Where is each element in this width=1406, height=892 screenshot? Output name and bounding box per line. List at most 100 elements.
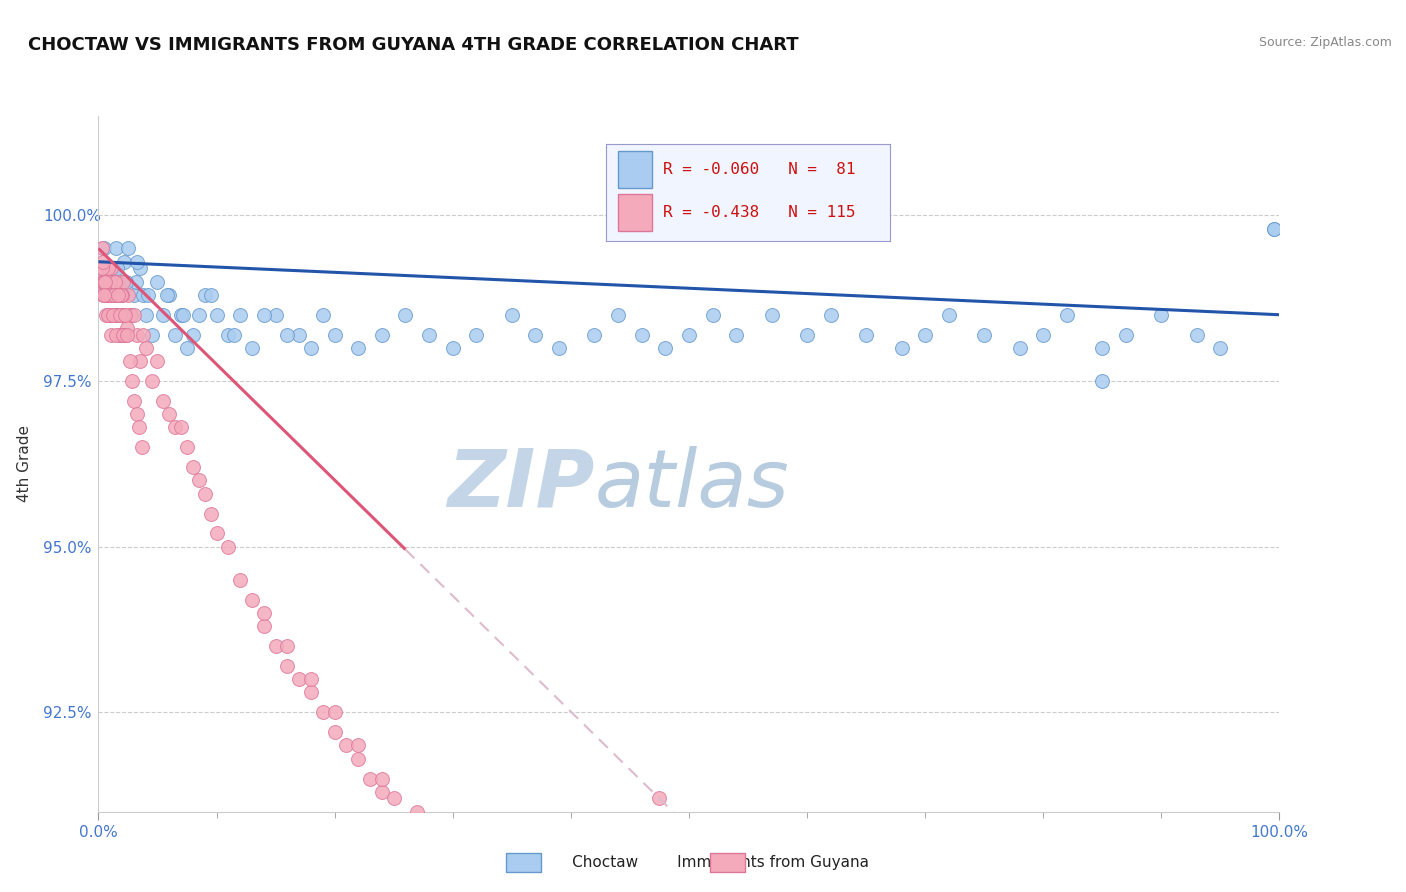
Point bbox=[229, 573, 252, 587]
Point bbox=[105, 308, 128, 322]
Point bbox=[94, 275, 117, 289]
Point bbox=[200, 288, 222, 302]
Point bbox=[105, 242, 128, 256]
Point bbox=[93, 275, 115, 289]
Point bbox=[136, 288, 159, 302]
Point bbox=[96, 288, 118, 302]
Point bbox=[702, 308, 724, 322]
Point bbox=[118, 354, 141, 368]
Point bbox=[1263, 221, 1285, 235]
Point bbox=[347, 739, 370, 753]
Point bbox=[187, 308, 209, 322]
Point bbox=[630, 327, 652, 342]
Point bbox=[217, 327, 239, 342]
Point bbox=[1091, 374, 1114, 388]
Text: atlas: atlas bbox=[595, 446, 789, 524]
Point bbox=[418, 327, 440, 342]
Point bbox=[176, 440, 198, 454]
Point bbox=[194, 486, 217, 500]
Point bbox=[108, 288, 131, 302]
Point bbox=[371, 327, 394, 342]
Point bbox=[299, 672, 322, 686]
Point bbox=[110, 308, 132, 322]
Text: Choctaw        Immigrants from Guyana: Choctaw Immigrants from Guyana bbox=[537, 855, 869, 870]
Point bbox=[654, 341, 676, 355]
Point bbox=[117, 288, 139, 302]
Point bbox=[172, 308, 194, 322]
Point bbox=[94, 275, 117, 289]
Point bbox=[104, 327, 127, 342]
Point bbox=[347, 341, 370, 355]
Point bbox=[187, 474, 209, 488]
Point bbox=[131, 440, 153, 454]
Point bbox=[253, 606, 276, 620]
Point bbox=[93, 288, 115, 302]
Point bbox=[264, 639, 287, 653]
Point bbox=[678, 327, 700, 342]
Point bbox=[146, 275, 169, 289]
Point bbox=[128, 261, 150, 276]
Point bbox=[107, 308, 129, 322]
Point bbox=[1032, 327, 1054, 342]
Point bbox=[938, 308, 960, 322]
Point bbox=[110, 327, 132, 342]
Point bbox=[1091, 341, 1114, 355]
Point bbox=[105, 275, 128, 289]
Point bbox=[725, 327, 748, 342]
Point bbox=[101, 261, 124, 276]
Point bbox=[394, 308, 416, 322]
Text: CHOCTAW VS IMMIGRANTS FROM GUYANA 4TH GRADE CORRELATION CHART: CHOCTAW VS IMMIGRANTS FROM GUYANA 4TH GR… bbox=[28, 36, 799, 54]
Point bbox=[103, 288, 125, 302]
Point bbox=[299, 685, 322, 699]
Point bbox=[121, 308, 143, 322]
Point bbox=[132, 327, 155, 342]
Point bbox=[152, 393, 174, 408]
Text: Source: ZipAtlas.com: Source: ZipAtlas.com bbox=[1258, 36, 1392, 49]
Point bbox=[93, 242, 115, 256]
Point bbox=[152, 308, 174, 322]
Point bbox=[108, 327, 131, 342]
Point bbox=[108, 308, 131, 322]
Point bbox=[97, 275, 120, 289]
Point bbox=[104, 275, 127, 289]
Point bbox=[115, 321, 138, 335]
Point bbox=[288, 672, 311, 686]
Point bbox=[141, 374, 163, 388]
Point bbox=[1263, 221, 1285, 235]
Point bbox=[100, 308, 122, 322]
Point bbox=[97, 261, 120, 276]
Point bbox=[103, 308, 125, 322]
Point bbox=[96, 288, 118, 302]
Point bbox=[128, 354, 150, 368]
Point bbox=[111, 327, 134, 342]
Point bbox=[112, 308, 135, 322]
Text: R = -0.060   N =  81: R = -0.060 N = 81 bbox=[664, 161, 855, 177]
Point bbox=[194, 288, 217, 302]
Bar bbox=[617, 151, 651, 187]
Point bbox=[406, 805, 429, 819]
Point bbox=[91, 261, 114, 276]
Point bbox=[101, 288, 124, 302]
Point bbox=[1056, 308, 1078, 322]
Point bbox=[104, 275, 127, 289]
Point bbox=[105, 308, 128, 322]
Point bbox=[110, 327, 132, 342]
Point bbox=[548, 341, 571, 355]
Point bbox=[371, 785, 394, 799]
Point bbox=[105, 308, 128, 322]
Point bbox=[111, 288, 134, 302]
Point bbox=[96, 288, 118, 302]
Point bbox=[101, 308, 124, 322]
Point bbox=[890, 341, 912, 355]
Point bbox=[181, 460, 204, 475]
Point bbox=[359, 772, 381, 786]
Point bbox=[107, 288, 129, 302]
Point bbox=[312, 308, 335, 322]
Point bbox=[98, 308, 121, 322]
Point bbox=[229, 308, 252, 322]
Point bbox=[112, 308, 135, 322]
Point bbox=[103, 308, 125, 322]
Point bbox=[112, 254, 135, 268]
Point bbox=[97, 308, 120, 322]
Point bbox=[101, 288, 124, 302]
